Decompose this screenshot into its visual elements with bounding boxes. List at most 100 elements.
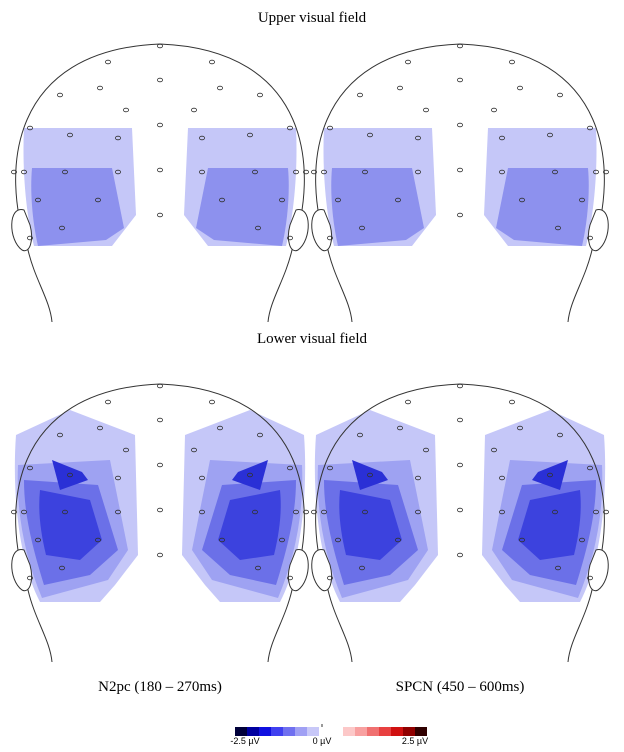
electrode: [320, 509, 327, 515]
right-lobe: [182, 410, 306, 602]
colorbar-swatch: [247, 727, 259, 736]
right-lobe: [482, 410, 606, 602]
electrode: [397, 85, 404, 91]
electrode: [208, 59, 215, 65]
electrode: [156, 462, 163, 468]
heads: [10, 43, 609, 663]
electrode: [516, 425, 523, 431]
electrode: [335, 537, 342, 543]
electrode: [362, 169, 369, 175]
electrode: [498, 475, 505, 481]
electrode: [123, 107, 130, 113]
electrode: [35, 197, 42, 203]
left-lobe: [23, 128, 136, 246]
electrode: [218, 197, 225, 203]
colorbar-min-label: -2.5 µV: [230, 736, 259, 746]
colorbar-swatch: [391, 727, 403, 736]
electrode: [405, 399, 412, 405]
electrode: [246, 132, 253, 138]
electrode: [554, 565, 561, 571]
electrode: [286, 575, 293, 581]
electrode: [246, 472, 253, 478]
electrode: [156, 383, 163, 389]
electrode: [415, 475, 422, 481]
electrode: [97, 425, 104, 431]
electrode: [292, 169, 299, 175]
electrode: [395, 197, 402, 203]
electrode: [190, 107, 197, 113]
scalp-map: [10, 383, 309, 663]
electrode: [335, 197, 342, 203]
electrode: [67, 132, 74, 138]
left-column-label: N2pc (180 – 270ms): [98, 679, 222, 695]
electrode: [578, 197, 585, 203]
right-lobe: [184, 128, 297, 246]
electrode: [286, 125, 293, 131]
electrode: [251, 169, 258, 175]
electrode: [292, 509, 299, 515]
electrode: [326, 125, 333, 131]
electrode: [405, 59, 412, 65]
colorbar-swatch: [235, 727, 247, 736]
electrode: [10, 509, 17, 515]
electrode: [57, 92, 64, 98]
electrode: [256, 92, 263, 98]
colorbar-max-label: 2.5 µV: [402, 736, 428, 746]
electrode: [578, 537, 585, 543]
electrode: [67, 472, 74, 478]
electrode: [105, 399, 112, 405]
electrode: [508, 399, 515, 405]
electrode: [156, 43, 163, 49]
electrode: [105, 59, 112, 65]
electrode: [546, 132, 553, 138]
electrode: [123, 447, 130, 453]
electrode: [320, 169, 327, 175]
electrode: [62, 509, 69, 515]
electrode: [26, 575, 33, 581]
electrode: [602, 509, 609, 515]
electrode: [208, 399, 215, 405]
electrode: [456, 383, 463, 389]
electrode: [26, 465, 33, 471]
colorbar-swatch: [307, 727, 319, 736]
electrode: [251, 509, 258, 515]
colorbar-swatch: [343, 727, 355, 736]
left-lobe: [14, 410, 139, 602]
electrode: [415, 169, 422, 175]
left-lobe: [314, 410, 438, 602]
lower-title: Lower visual field: [257, 331, 367, 347]
electrode: [456, 417, 463, 423]
electrode: [456, 77, 463, 83]
electrode: [456, 507, 463, 513]
right-lobe: [484, 128, 597, 246]
electrode: [367, 132, 374, 138]
electrode: [95, 537, 102, 543]
electrode: [516, 85, 523, 91]
colorbar-swatch: [415, 727, 427, 736]
electrode: [59, 225, 66, 231]
electrode: [326, 575, 333, 581]
electrode: [518, 197, 525, 203]
colorbar-swatch: [355, 727, 367, 736]
colorbar-swatch: [379, 727, 391, 736]
electrode: [278, 537, 285, 543]
electrode: [156, 212, 163, 218]
electrode: [359, 565, 366, 571]
electrode: [498, 135, 505, 141]
electrode: [254, 225, 261, 231]
electrode: [586, 125, 593, 131]
electrode: [115, 135, 122, 141]
electrode: [115, 475, 122, 481]
electrode: [508, 59, 515, 65]
electrode: [362, 509, 369, 515]
electrode: [518, 537, 525, 543]
electrode: [10, 169, 17, 175]
electrode: [190, 447, 197, 453]
electrode: [490, 107, 497, 113]
electrode: [216, 85, 223, 91]
electrode: [20, 169, 27, 175]
colorbar-swatch: [319, 727, 331, 736]
electrode: [57, 432, 64, 438]
electrode: [456, 552, 463, 558]
